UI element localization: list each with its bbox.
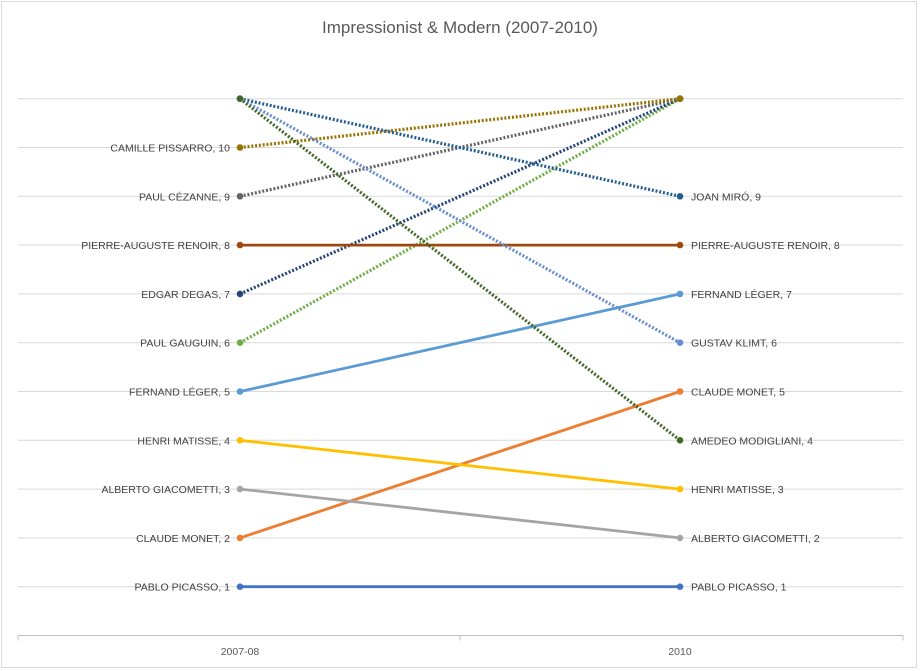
- data-label-paul-c-zanne-start: PAUL CÉZANNE, 9: [139, 190, 230, 203]
- point-fernand-l-ger-start: [236, 388, 244, 395]
- data-label-camille-pissarro-start: CAMILLE PISSARRO, 10: [110, 143, 230, 155]
- data-label-amedeo-modigliani-end: AMEDEO MODIGLIANI, 4: [691, 435, 813, 447]
- point-amedeo-modigliani-end: [676, 437, 684, 444]
- x-tick-label: 2007-08: [221, 646, 260, 658]
- point-pablo-picasso-start: [236, 583, 244, 590]
- point-pierre-auguste-renoir-end: [676, 241, 684, 249]
- point-henri-matisse-start: [236, 437, 244, 444]
- point-gustav-klimt-end: [676, 339, 684, 347]
- data-label-fernand-l-ger-end: FERNAND LÉGER, 7: [691, 288, 792, 301]
- series-line-alberto-giacometti: [239, 487, 681, 540]
- series-line-gustav-klimt: [239, 97, 681, 345]
- point-henri-matisse-end: [676, 485, 684, 493]
- data-label-pierre-auguste-renoir-end: PIERRE-AUGUSTE RENOIR, 8: [691, 240, 840, 252]
- series-line-amedeo-modigliani: [239, 97, 681, 442]
- point-alberto-giacometti-start: [236, 485, 244, 493]
- point-paul-gauguin-start: [236, 339, 244, 347]
- point-camille-pissarro-end: [676, 95, 684, 102]
- data-label-pierre-auguste-renoir-start: PIERRE-AUGUSTE RENOIR, 8: [81, 240, 230, 252]
- x-axis: 2007-08 2010: [17, 635, 904, 658]
- point-pierre-auguste-renoir-start: [236, 241, 244, 249]
- x-tick-label: 2010: [668, 646, 692, 658]
- chart-title: Impressionist & Modern (2007-2010): [322, 18, 598, 37]
- point-camille-pissarro-start: [236, 144, 244, 151]
- data-label-pablo-picasso-end: PABLO PICASSO, 1: [691, 582, 787, 594]
- gridlines: [18, 98, 903, 636]
- data-label-fernand-l-ger-start: FERNAND LÉGER, 5: [129, 386, 230, 399]
- series-line-fernand-l-ger: [239, 292, 681, 393]
- series-lines: [239, 97, 681, 589]
- series-line-henri-matisse: [239, 438, 681, 491]
- data-label-edgar-degas-start: EDGAR DEGAS, 7: [141, 289, 230, 301]
- point-pablo-picasso-end: [676, 583, 684, 590]
- point-edgar-degas-start: [236, 290, 244, 298]
- series-line-camille-pissarro: [239, 97, 681, 150]
- point-fernand-l-ger-end: [676, 290, 684, 298]
- data-label-claude-monet-start: CLAUDE MONET, 2: [136, 533, 230, 545]
- data-label-joan-mir--end: JOAN MIRÓ, 9: [691, 190, 761, 203]
- point-claude-monet-end: [676, 388, 684, 395]
- data-label-pablo-picasso-start: PABLO PICASSO, 1: [134, 582, 230, 594]
- series-line-joan-mir-: [239, 97, 681, 198]
- data-label-alberto-giacometti-end: ALBERTO GIACOMETTI, 2: [691, 533, 820, 545]
- series-line-edgar-degas: [239, 97, 681, 296]
- data-label-henri-matisse-start: HENRI MATISSE, 4: [137, 435, 230, 447]
- data-label-paul-gauguin-start: PAUL GAUGUIN, 6: [140, 338, 230, 350]
- point-paul-c-zanne-start: [236, 193, 244, 200]
- data-label-claude-monet-end: CLAUDE MONET, 5: [691, 387, 785, 399]
- point-claude-monet-start: [236, 534, 244, 542]
- point-amedeo-modigliani-start: [236, 95, 244, 102]
- data-label-alberto-giacometti-start: ALBERTO GIACOMETTI, 3: [101, 484, 230, 496]
- data-labels: PABLO PICASSO, 1 PABLO PICASSO, 1 CLAUDE M…: [81, 143, 840, 594]
- point-alberto-giacometti-end: [676, 534, 684, 542]
- data-label-henri-matisse-end: HENRI MATISSE, 3: [691, 484, 784, 496]
- series-points: [236, 95, 684, 590]
- point-joan-mir--end: [676, 193, 684, 200]
- data-label-gustav-klimt-end: GUSTAV KLIMT, 6: [691, 338, 777, 350]
